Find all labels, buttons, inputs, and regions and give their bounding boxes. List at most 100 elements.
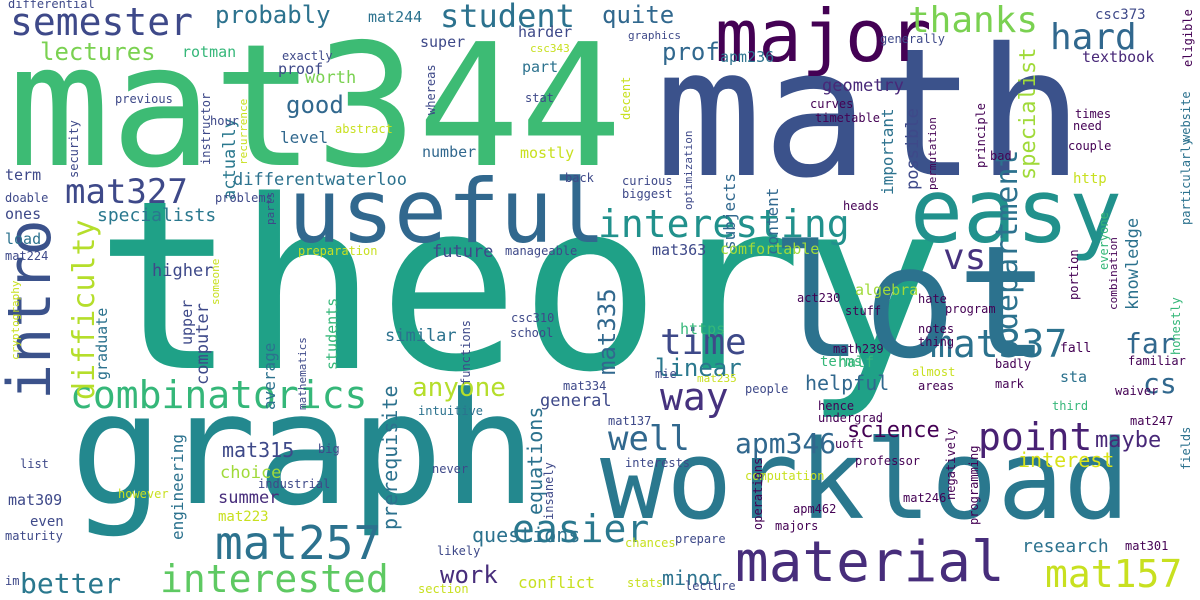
word-lectures: lectures [40, 38, 156, 66]
word-linear: linear [655, 354, 742, 382]
word-curious: curious [622, 174, 673, 188]
word-sta: sta [1060, 368, 1088, 386]
word-abstract: abstract [335, 122, 393, 136]
word-general: general [540, 391, 612, 411]
word-stuff: stuff [845, 304, 882, 318]
word-level: level [280, 128, 329, 147]
word-hour: hour [210, 114, 239, 128]
word-questions: questions [472, 523, 581, 547]
word-curves: curves [810, 97, 854, 111]
word-super: super [420, 33, 466, 51]
word-big: big [318, 442, 340, 456]
word-thanks: thanks [908, 0, 1039, 41]
word-mat223: mat223 [218, 509, 269, 525]
word-math239: math239 [833, 342, 884, 356]
word-knowledge: knowledge [1123, 217, 1143, 310]
word-combinatorics: combinatorics [70, 373, 368, 417]
word-almost: almost [912, 365, 956, 379]
word-hence: hence [818, 399, 855, 413]
word-terms: terms [820, 354, 863, 370]
word-mat157: mat157 [1045, 552, 1183, 596]
word-average: average [260, 342, 279, 410]
word-mark: mark [995, 377, 1024, 391]
word-mat247: mat247 [1130, 414, 1174, 428]
word-familiar: familiar [1128, 354, 1186, 368]
word-operations: operations [751, 457, 765, 530]
word-mat344: mat344 [8, 8, 623, 206]
word-functions: functions [459, 319, 473, 385]
word-major: major [715, 0, 932, 78]
word-chances: chances [625, 536, 676, 550]
word-work: work [440, 561, 498, 589]
word-back: back [565, 171, 594, 185]
word-apm346: apm346 [735, 427, 837, 460]
word-mat335: mat335 [593, 288, 621, 375]
word-lot: lot [770, 212, 1050, 393]
word-majors: majors [775, 519, 819, 533]
word-apm462: apm462 [793, 502, 837, 516]
word-professor: professor [855, 454, 921, 468]
word-cs: cs [1143, 367, 1177, 400]
word-helpful: helpful [805, 371, 890, 395]
word-anyone: anyone [412, 373, 506, 403]
word-timetable: timetable [815, 111, 881, 125]
word-mat246: mat246 [903, 491, 947, 505]
word-people: people [745, 382, 789, 396]
word-mat309: mat309 [8, 491, 63, 509]
word-biggest: biggest [622, 187, 673, 201]
word-thing: thing [918, 335, 955, 349]
word-easy: easy [910, 160, 1122, 263]
word-easier: easier [512, 507, 650, 551]
word-school: school [510, 326, 554, 340]
word-prof: prof [662, 38, 720, 66]
word-specialist: specialist [1016, 47, 1041, 180]
word-better: better [20, 567, 122, 600]
word-mostly: mostly [520, 144, 575, 162]
word-industrial: industrial [258, 477, 331, 491]
word-similar: similar [385, 326, 457, 346]
word-material: material [735, 530, 1005, 595]
word-hate: hate [918, 292, 947, 306]
word-http: http [1073, 171, 1107, 187]
word-part: part [522, 58, 559, 76]
word-fields: fields [1179, 426, 1193, 470]
word-algebra: algebra [855, 281, 919, 299]
word-csc343: csc343 [530, 42, 570, 55]
word-rotman: rotman [182, 43, 237, 61]
word-instructor: instructor [199, 92, 213, 165]
word-good: good [286, 91, 344, 119]
word-interests: interests [625, 456, 691, 470]
word-programming: programming [967, 445, 981, 525]
word-preparation: preparation [298, 244, 378, 258]
word-stats: stats [627, 576, 664, 590]
word-conflict: conflict [518, 573, 596, 592]
word-exactly: exactly [282, 49, 333, 63]
word-maybe: maybe [1095, 428, 1162, 453]
word-csc310: csc310 [511, 311, 555, 325]
word-subjects: subjects [720, 172, 739, 250]
word-mat327: mat327 [65, 172, 188, 212]
word-decent: decent [619, 76, 633, 120]
word-minor: minor [662, 566, 723, 590]
word-notes: notes [918, 322, 955, 336]
word-prepare: prepare [675, 532, 726, 546]
word-load: load [5, 230, 42, 248]
word-couple: couple [1068, 139, 1112, 153]
word-mathematics: mathematics [296, 337, 309, 410]
word-waiver: waiver [1115, 384, 1159, 398]
word-times: times [1075, 107, 1112, 121]
word-differentwaterloo: differentwaterloo [233, 170, 407, 190]
word-time: time [660, 322, 747, 363]
word-engineering: engineering [168, 434, 187, 540]
word-comfortable: comfortable [720, 240, 820, 258]
word-permutation: permutation [926, 117, 939, 190]
word-badly: badly [995, 357, 1032, 371]
word-problems: problems [215, 191, 273, 205]
word-whereas: whereas [424, 64, 438, 115]
word-however: however [118, 487, 169, 501]
word-quite: quite [602, 1, 675, 29]
word-mat137: mat137 [608, 414, 652, 428]
word-summer: summer [218, 488, 280, 508]
word-mat315: mat315 [222, 438, 295, 462]
